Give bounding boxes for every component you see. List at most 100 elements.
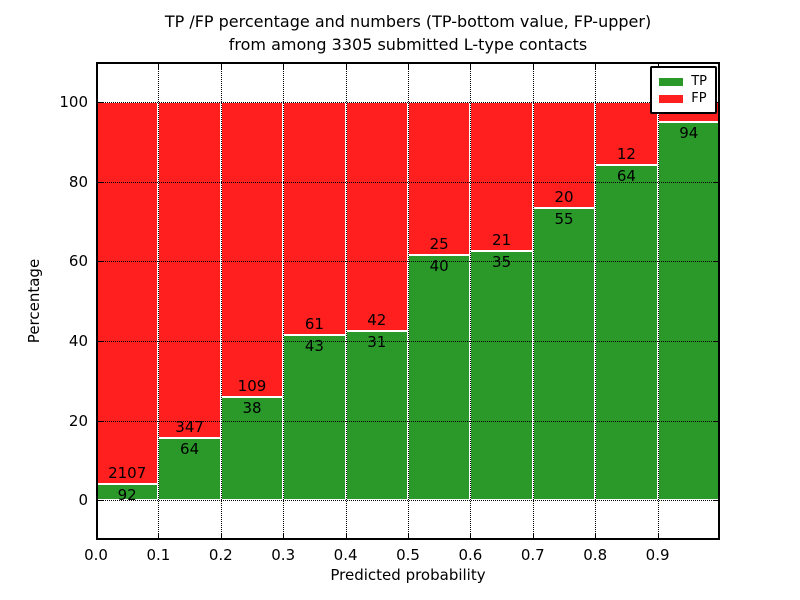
tp-bar-segment — [345, 330, 408, 501]
fp-bar-segment — [283, 101, 346, 336]
x-tick-label: 0.8 — [583, 546, 608, 564]
fp-bar-segment — [408, 101, 471, 256]
x-tick-label: 0.4 — [333, 546, 358, 564]
gridline-vertical — [345, 62, 347, 540]
chart-title: TP /FP percentage and numbers (TP-bottom… — [96, 10, 720, 56]
fp-bar-segment — [220, 101, 284, 398]
y-tick-label: 0 — [78, 491, 88, 510]
x-tick-label: 0.6 — [458, 546, 483, 564]
x-tick-mark-bottom — [595, 533, 597, 538]
x-tick-label: 0.7 — [520, 546, 545, 564]
y-tick-mark-right — [713, 181, 718, 183]
fp-count-label: 25 — [429, 235, 449, 254]
fp-count-label: 42 — [367, 310, 387, 329]
x-tick-mark-top — [158, 64, 160, 69]
fp-legend-label: FP — [691, 90, 707, 106]
gridline-vertical — [657, 62, 659, 540]
x-tick-mark-bottom — [345, 533, 347, 538]
x-tick-label: 0.9 — [645, 546, 670, 564]
plot-area: TP FP 2107 92 347 64 109 38 61 43 42 31 25 40 21 35 20… — [59, 62, 720, 564]
fp-count-label: 12 — [616, 144, 636, 163]
x-tick-mark-top — [345, 64, 347, 69]
gridline-vertical — [220, 62, 222, 540]
y-tick-mark-right — [713, 420, 718, 422]
tp-bar-segment — [158, 438, 221, 501]
gridline-horizontal — [96, 101, 720, 103]
x-tick-mark-top — [470, 64, 472, 69]
tp-legend-swatch — [659, 77, 684, 86]
x-tick-mark-top — [408, 64, 409, 69]
x-tick-label: 0.5 — [396, 546, 420, 564]
x-tick-label: 0.1 — [146, 546, 171, 564]
gridline-vertical — [532, 62, 534, 540]
y-tick-label: 40 — [68, 331, 88, 350]
legend-item-tp: TP — [659, 73, 707, 90]
y-tick-label: 20 — [68, 411, 88, 430]
x-tick-mark-top — [595, 64, 597, 69]
legend: TP FP — [650, 66, 717, 114]
x-tick-mark-top — [283, 64, 285, 69]
gridline-vertical — [283, 62, 285, 540]
y-tick-mark-left — [98, 500, 103, 502]
x-tick-mark-top — [220, 64, 222, 69]
x-tick-mark-top — [96, 64, 97, 69]
fp-bar-segment — [470, 101, 533, 252]
chart-title-line1: TP /FP percentage and numbers (TP-bottom… — [164, 12, 652, 31]
y-axis-label: Percentage — [25, 258, 43, 344]
tp-count-label: 31 — [367, 332, 387, 351]
fp-bar-segment — [158, 101, 221, 439]
tp-legend-label: TP — [691, 73, 707, 89]
fp-count-label: 347 — [175, 418, 204, 437]
gridline-vertical — [470, 62, 472, 540]
gridline-horizontal — [96, 340, 720, 342]
x-tick-mark-bottom — [96, 533, 97, 538]
tp-bar-segment — [657, 121, 720, 501]
x-axis-label: Predicted probability — [330, 566, 486, 584]
fp-count-label: 21 — [492, 231, 512, 250]
tp-count-label: 40 — [429, 257, 449, 276]
gridline-vertical — [408, 62, 409, 540]
tp-bar-segment — [595, 164, 658, 501]
fp-bar-segment — [96, 101, 159, 484]
y-tick-mark-right — [713, 500, 718, 502]
y-tick-label: 80 — [68, 172, 88, 191]
tp-count-label: 38 — [242, 399, 262, 418]
y-tick-label: 100 — [59, 92, 88, 111]
fp-bar-segment — [532, 101, 596, 209]
gridline-vertical — [595, 62, 597, 540]
gridline-horizontal — [96, 261, 720, 263]
y-tick-mark-left — [98, 181, 103, 183]
x-tick-mark-bottom — [158, 533, 160, 538]
y-tick-mark-left — [98, 261, 103, 263]
x-tick-mark-bottom — [408, 533, 409, 538]
gridline-horizontal — [96, 500, 720, 502]
x-tick-mark-bottom — [220, 533, 222, 538]
tp-bar-segment — [470, 251, 533, 501]
x-tick-mark-bottom — [283, 533, 285, 538]
gridline-vertical — [158, 62, 160, 540]
tp-count-label: 35 — [492, 253, 512, 272]
tp-bar-segment — [532, 208, 596, 501]
x-tick-label: 0.3 — [271, 546, 296, 564]
y-tick-mark-left — [98, 420, 103, 422]
fp-count-label: 109 — [237, 377, 267, 396]
x-tick-mark-bottom — [657, 533, 659, 538]
tp-count-label: 94 — [679, 123, 699, 142]
tp-count-label: 55 — [554, 210, 574, 229]
x-tick-mark-bottom — [470, 533, 472, 538]
y-tick-mark-left — [98, 101, 103, 103]
tp-count-label: 92 — [117, 485, 137, 504]
fp-count-label: 61 — [304, 315, 324, 334]
fp-count-label: 2107 — [108, 463, 147, 482]
fp-bar-segment — [345, 101, 408, 331]
x-tick-mark-top — [532, 64, 534, 69]
fp-count-label: 20 — [554, 188, 574, 207]
chart-title-line2: from among 3305 submitted L-type contact… — [228, 35, 588, 55]
y-tick-label: 60 — [68, 252, 88, 271]
tp-count-label: 43 — [304, 337, 324, 356]
gridline-horizontal — [96, 420, 720, 422]
fp-legend-swatch — [659, 94, 684, 103]
x-tick-label: 0.0 — [84, 546, 108, 564]
x-tick-label: 0.2 — [208, 546, 233, 564]
